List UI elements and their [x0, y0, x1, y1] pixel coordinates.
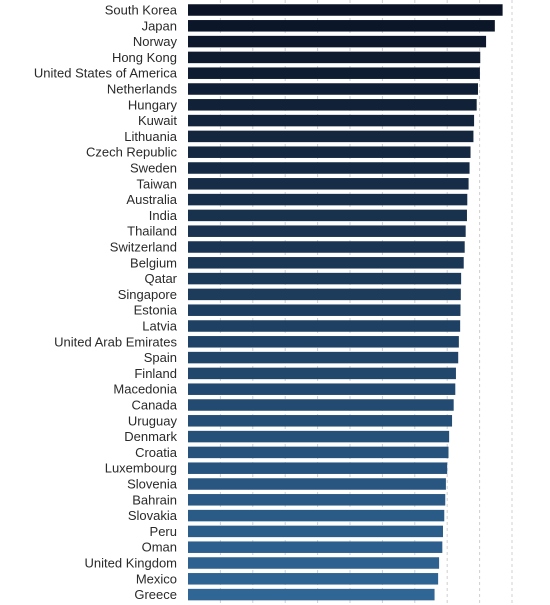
bar-taiwan [188, 178, 469, 190]
category-label: United Arab Emirates [54, 334, 177, 349]
category-label: Uruguay [128, 413, 178, 428]
bar-kuwait [188, 114, 475, 127]
bar-canada [188, 399, 454, 411]
bar-greece [188, 588, 435, 601]
bar-united-kingdom [188, 557, 440, 569]
category-label: Belgium [130, 255, 177, 270]
category-label: Macedonia [113, 382, 177, 397]
bar-spain [188, 351, 459, 364]
bar-australia [188, 193, 468, 206]
bar-singapore [188, 288, 461, 301]
category-label: Finland [134, 366, 177, 381]
bar-south-korea [188, 4, 503, 16]
category-label: Bahrain [132, 492, 177, 507]
bars [188, 4, 503, 601]
category-label: Latvia [142, 319, 177, 334]
bar-finland [188, 367, 456, 380]
category-label: Spain [144, 350, 177, 365]
category-label: Hungary [128, 97, 178, 112]
category-label: United Kingdom [85, 556, 178, 571]
bar-mexico [188, 573, 439, 585]
bar-netherlands [188, 83, 478, 95]
category-label: Czech Republic [86, 145, 178, 160]
bar-latvia [188, 320, 461, 332]
bar-hong-kong [188, 51, 481, 64]
category-label: Japan [142, 18, 177, 33]
bar-switzerland [188, 241, 465, 253]
category-label: Slovenia [127, 477, 178, 492]
bar-slovenia [188, 478, 446, 490]
category-label: Singapore [118, 287, 177, 302]
bar-czech-republic [188, 146, 471, 158]
category-label: Slovakia [128, 508, 178, 523]
category-label: Mexico [136, 571, 177, 586]
bar-slovakia [188, 509, 445, 522]
category-label: Oman [142, 540, 177, 555]
bar-qatar [188, 272, 462, 285]
category-label: Denmark [124, 429, 177, 444]
category-label: Qatar [144, 271, 177, 286]
category-label: Netherlands [107, 82, 178, 97]
category-label: Estonia [134, 303, 178, 318]
category-label: Canada [131, 398, 177, 413]
category-label: Thailand [127, 224, 177, 239]
bar-uruguay [188, 415, 453, 427]
bar-estonia [188, 304, 461, 316]
category-label: Kuwait [138, 113, 177, 128]
bar-india [188, 209, 467, 222]
category-label: Greece [134, 587, 177, 602]
bar-bahrain [188, 494, 446, 506]
bar-oman [188, 541, 443, 553]
category-label: Taiwan [137, 176, 177, 191]
bar-japan [188, 20, 495, 32]
bar-united-arab-emirates [188, 336, 459, 348]
category-label: Sweden [130, 161, 177, 176]
bar-macedonia [188, 383, 456, 395]
category-label: Peru [150, 524, 177, 539]
category-label: India [149, 208, 178, 223]
category-label: Lithuania [124, 129, 178, 144]
category-label: Switzerland [110, 240, 177, 255]
bar-belgium [188, 257, 464, 269]
bar-norway [188, 35, 487, 48]
category-label: Croatia [135, 445, 178, 460]
bar-luxembourg [188, 462, 448, 474]
bar-united-states-of-america [188, 67, 480, 79]
bar-lithuania [188, 130, 474, 143]
bar-croatia [188, 446, 449, 459]
bar-hungary [188, 99, 477, 111]
category-label: Norway [133, 34, 178, 49]
bar-denmark [188, 430, 450, 443]
bar-thailand [188, 225, 466, 237]
category-label: United States of America [34, 66, 178, 81]
category-label: Luxembourg [105, 461, 177, 476]
bar-peru [188, 525, 443, 538]
category-label: South Korea [105, 3, 178, 18]
category-label: Australia [126, 192, 177, 207]
category-label: Hong Kong [112, 50, 177, 65]
bar-sweden [188, 162, 470, 174]
